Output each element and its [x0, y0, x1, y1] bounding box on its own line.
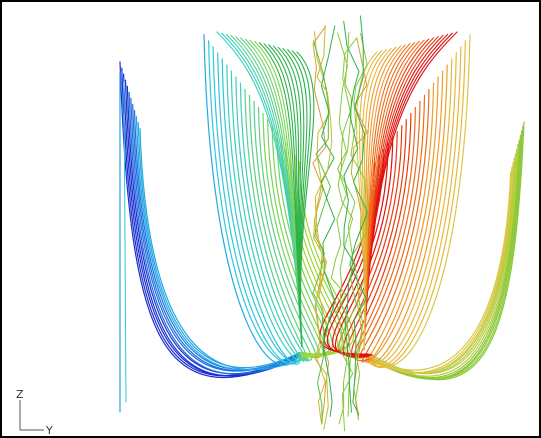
left-streamline	[139, 128, 306, 371]
left-streamline	[135, 115, 303, 371]
center-streamline	[320, 25, 336, 417]
center-streamline	[314, 25, 333, 430]
right-streamline	[366, 40, 466, 369]
center-streamline	[330, 32, 349, 425]
right-streamline	[370, 162, 514, 374]
left-streamline	[226, 64, 303, 362]
right-streamline	[372, 139, 520, 379]
center-streamline	[312, 40, 331, 424]
left-streamline	[137, 122, 301, 369]
center-streamline	[343, 20, 360, 413]
right-streamline	[334, 137, 394, 357]
center-upflow-streamlines	[312, 15, 368, 432]
right-streamline	[371, 64, 448, 363]
right-streamline	[365, 82, 435, 364]
center-streamline	[339, 37, 358, 417]
right-streamline	[367, 76, 439, 364]
left-streamline	[126, 85, 304, 375]
center-streamline	[350, 37, 368, 417]
left-streamline	[248, 94, 313, 361]
right-streamline	[367, 157, 515, 374]
left-descending-streamline	[296, 51, 315, 348]
left-streamline	[235, 76, 305, 362]
left-streamline	[262, 112, 324, 359]
left-streamline	[244, 88, 309, 362]
right-streamline	[371, 135, 521, 380]
right-streamline	[367, 58, 453, 366]
left-vortex-streamlines	[119, 31, 354, 413]
left-streamline	[203, 34, 301, 366]
left-streamline	[124, 79, 301, 377]
y-axis-label: Y	[45, 424, 53, 436]
axis-triad: Z Y	[16, 388, 53, 436]
left-streamline	[217, 52, 304, 363]
z-axis-label: Z	[16, 388, 24, 401]
left-streamline	[221, 58, 301, 365]
left-wall-streamline	[123, 81, 127, 403]
right-streamline	[366, 171, 512, 371]
left-streamline	[133, 109, 304, 371]
right-descending-streamline	[356, 51, 378, 351]
right-streamline	[368, 166, 513, 374]
left-streamline	[128, 91, 302, 375]
right-streamline	[369, 46, 462, 367]
right-streamline	[370, 144, 519, 377]
right-vortex-streamlines	[319, 31, 525, 381]
center-streamline	[349, 15, 368, 415]
right-streamline	[361, 88, 430, 363]
